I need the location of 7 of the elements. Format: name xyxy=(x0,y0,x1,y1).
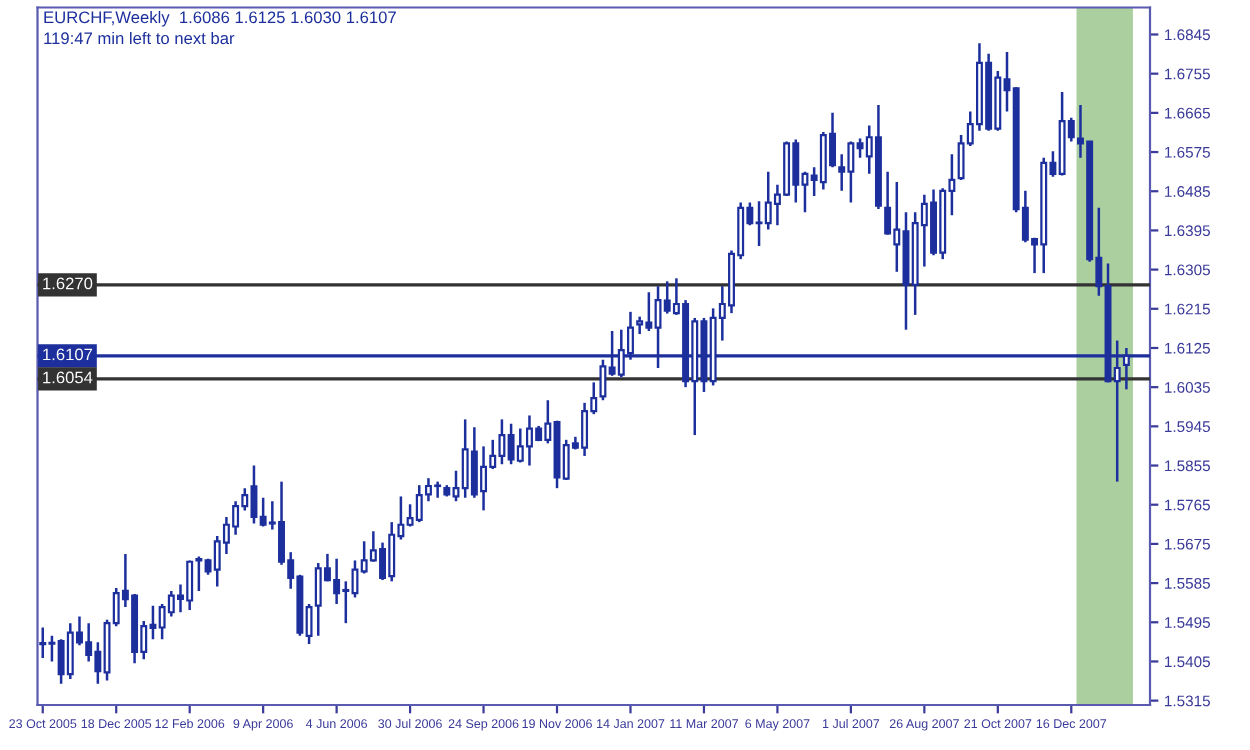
ref-line-label: 1.6054 xyxy=(43,371,93,384)
chart-title: EURCHF,Weekly 1.6086 1.6125 1.6030 1.6107 xyxy=(44,10,396,27)
ref-line-label: 1.6107 xyxy=(43,348,93,361)
text: 119:47 min left to next bar xyxy=(44,31,235,45)
ref-line-label: 1.6270 xyxy=(43,277,93,290)
candlestick xyxy=(884,170,892,237)
candlestick xyxy=(39,626,47,660)
